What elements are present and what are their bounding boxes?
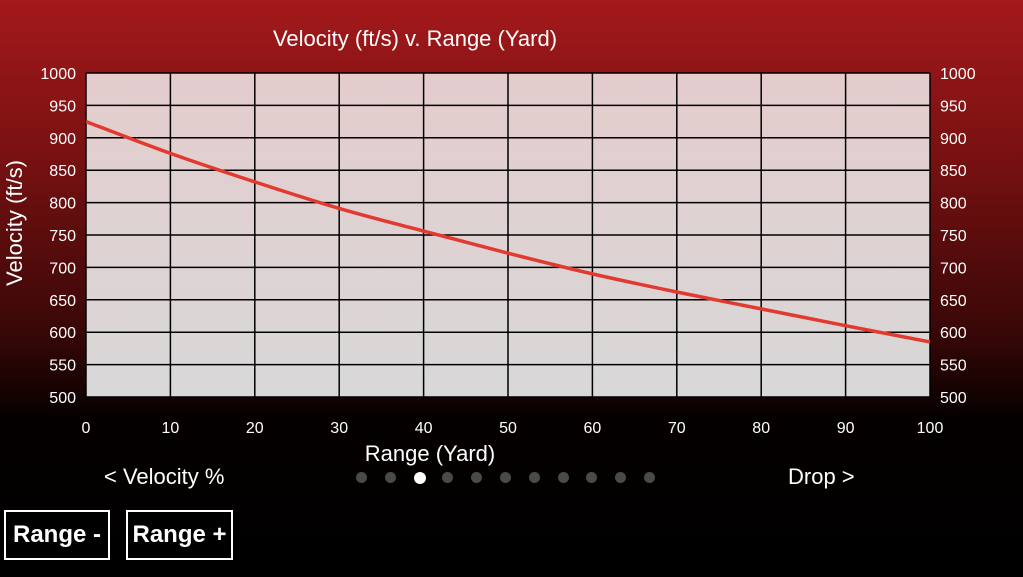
page-dot[interactable]	[442, 472, 454, 483]
y-tick-label: 950	[49, 98, 76, 115]
x-tick-label: 0	[82, 420, 91, 437]
page-dot[interactable]	[557, 472, 569, 483]
page-dot[interactable]	[500, 472, 511, 483]
y-tick-label: 550	[49, 358, 76, 375]
y-tick-label-right: 1000	[940, 66, 976, 83]
chart-title: Velocity (ft/s) v. Range (Yard)	[272, 26, 558, 51]
y-axis-label: Velocity (ft/s)	[2, 160, 27, 286]
y-tick-label-right: 500	[940, 390, 967, 407]
y-tick-label: 700	[49, 260, 76, 277]
y-axis-right-ticks: 500 550 600 650 700 750 800 850 900 950 1000	[940, 66, 976, 407]
page-dot[interactable]	[471, 472, 483, 483]
y-tick-label: 800	[49, 196, 76, 213]
page-dot[interactable]	[356, 472, 367, 483]
page-indicator[interactable]	[356, 472, 666, 486]
y-tick-label-right: 950	[940, 98, 967, 115]
x-tick-label: 80	[752, 420, 770, 437]
y-tick-label: 500	[49, 390, 76, 407]
x-tick-label: 90	[837, 420, 855, 437]
x-tick-label: 70	[668, 420, 686, 437]
y-tick-label-right: 850	[940, 163, 967, 180]
page-dot[interactable]	[528, 472, 540, 483]
y-tick-label: 850	[49, 163, 76, 180]
page-dot[interactable]	[615, 472, 627, 483]
y-tick-label-right: 900	[940, 131, 967, 148]
previous-page-link[interactable]: < Velocity %	[104, 464, 225, 489]
page-dot[interactable]	[586, 472, 598, 483]
y-tick-label-right: 600	[940, 325, 967, 342]
y-tick-label-right: 750	[940, 228, 967, 245]
velocity-series-line	[85, 119, 931, 344]
x-tick-label: 30	[330, 420, 348, 437]
next-page-link[interactable]: Drop >	[788, 464, 855, 489]
x-tick-label: 60	[584, 420, 602, 437]
page-dot-active[interactable]	[413, 472, 426, 484]
page-dot[interactable]	[644, 472, 655, 483]
page-dot[interactable]	[384, 472, 396, 483]
x-tick-label: 50	[499, 420, 517, 437]
x-axis-label: Range (Yard)	[365, 441, 495, 466]
y-tick-label: 650	[49, 293, 76, 310]
y-tick-label-right: 650	[940, 293, 967, 310]
range-minus-button[interactable]: Range -	[4, 510, 110, 560]
y-tick-label: 900	[49, 131, 76, 148]
y-tick-label-right: 550	[940, 358, 967, 375]
y-tick-label-right: 700	[940, 260, 967, 277]
x-tick-label: 20	[246, 420, 264, 437]
range-plus-button[interactable]: Range +	[126, 510, 233, 560]
y-tick-label-right: 800	[940, 196, 967, 213]
x-tick-label: 100	[917, 420, 944, 437]
y-axis-left-ticks: 500 550 600 650 700 750 800 850 900 950 1000	[40, 66, 76, 407]
y-tick-label: 750	[49, 228, 76, 245]
x-axis-ticks: 0 10 20 30 40 50 60 70 80 90 100	[82, 420, 944, 437]
grid-lines	[85, 72, 931, 398]
y-tick-label: 600	[49, 325, 76, 342]
y-tick-label: 1000	[40, 66, 76, 83]
x-tick-label: 40	[415, 420, 433, 437]
x-tick-label: 10	[162, 420, 180, 437]
